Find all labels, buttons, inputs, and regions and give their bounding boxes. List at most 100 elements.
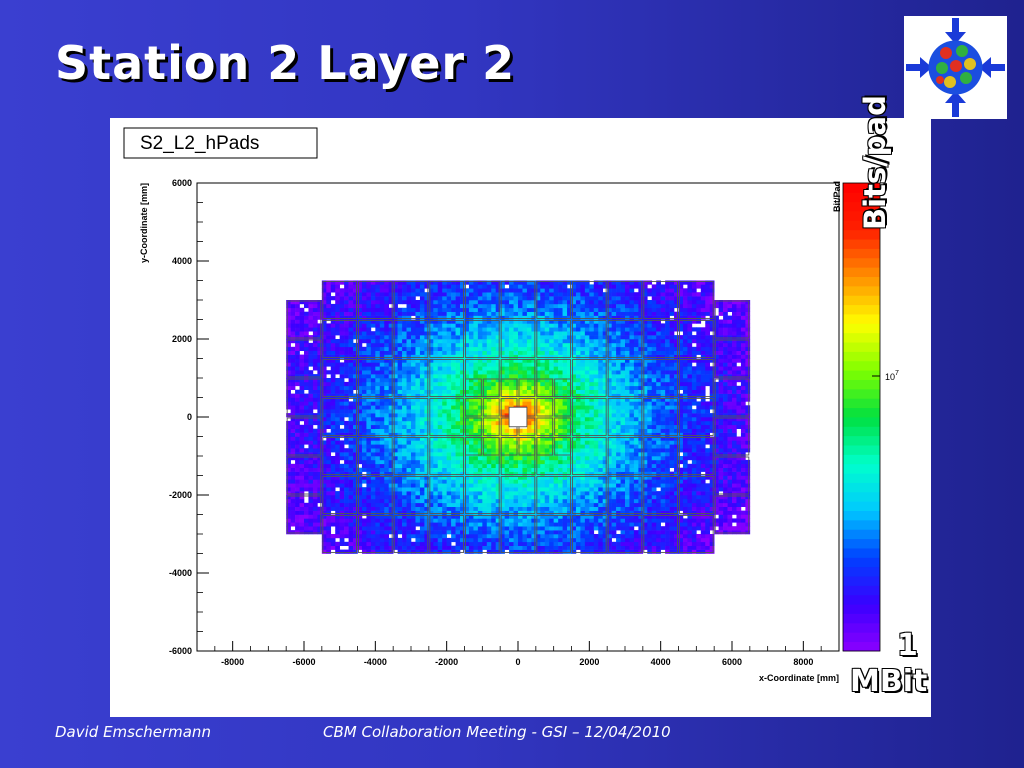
heatmap-cell xyxy=(589,335,595,340)
heatmap-cell xyxy=(464,487,470,492)
heatmap-cell xyxy=(486,311,492,316)
heatmap-cell xyxy=(419,537,425,543)
heatmap-cell xyxy=(366,549,372,554)
heatmap-cell xyxy=(482,522,488,527)
heatmap-cell xyxy=(540,288,546,293)
heatmap-cell xyxy=(495,385,501,390)
heatmap-cell xyxy=(522,463,528,468)
heatmap-cell xyxy=(357,331,363,336)
heatmap-cell xyxy=(567,311,572,316)
heatmap-cell xyxy=(286,342,291,348)
heatmap-cell xyxy=(370,409,376,414)
heatmap-cell xyxy=(544,541,550,546)
heatmap-cell xyxy=(393,424,398,429)
heatmap-cell xyxy=(473,378,479,383)
heatmap-cell xyxy=(589,378,595,383)
heatmap-cell xyxy=(308,374,314,379)
heatmap-cell xyxy=(402,448,407,453)
heatmap-cell xyxy=(575,436,581,441)
heatmap-cell xyxy=(584,385,590,390)
heatmap-cell xyxy=(611,397,617,402)
heatmap-cell xyxy=(526,448,532,453)
heatmap-cell xyxy=(455,483,461,488)
heatmap-cell xyxy=(428,440,434,445)
heatmap-cell xyxy=(388,432,394,437)
heatmap-cell xyxy=(330,436,336,441)
heatmap-cell xyxy=(299,327,305,332)
heatmap-cell xyxy=(388,288,394,293)
heatmap-cell xyxy=(433,530,439,535)
heatmap-cell xyxy=(580,385,586,390)
heatmap-cell xyxy=(290,311,296,316)
heatmap-cell xyxy=(509,487,514,492)
heatmap-cell xyxy=(451,448,456,453)
heatmap-cell xyxy=(602,346,608,351)
heatmap-cell xyxy=(366,452,372,457)
heatmap-cell xyxy=(437,510,443,515)
heatmap-cell xyxy=(393,350,398,355)
heatmap-cell xyxy=(451,463,456,468)
heatmap-cell xyxy=(375,323,381,328)
heatmap-cell xyxy=(477,487,483,492)
heatmap-cell xyxy=(451,506,456,511)
heatmap-cell xyxy=(415,487,421,492)
heatmap-cell xyxy=(509,378,514,383)
heatmap-cell xyxy=(602,487,608,492)
heatmap-cell xyxy=(513,518,519,523)
heatmap-cell xyxy=(602,370,608,375)
heatmap-cell xyxy=(607,549,612,554)
heatmap-cell xyxy=(513,296,519,301)
heatmap-cell xyxy=(357,545,363,550)
heatmap-cell xyxy=(312,448,318,453)
heatmap-cell xyxy=(330,459,336,465)
heatmap-cell xyxy=(397,537,403,543)
heatmap-cell xyxy=(406,292,412,297)
heatmap-cell xyxy=(464,280,470,285)
heatmap-cell xyxy=(598,323,604,328)
heatmap-cell xyxy=(593,436,599,441)
heatmap-cell xyxy=(482,284,488,289)
heatmap-cell xyxy=(330,405,336,410)
heatmap-cell xyxy=(415,448,421,453)
heatmap-cell xyxy=(402,335,407,340)
heatmap-cell xyxy=(415,393,421,398)
heatmap-cell xyxy=(531,541,537,546)
heatmap-cell xyxy=(522,307,528,312)
heatmap-cell xyxy=(495,534,501,539)
heatmap-cell xyxy=(339,502,345,507)
heatmap-cell xyxy=(433,518,439,523)
heatmap-cell xyxy=(509,307,514,312)
heatmap-cell xyxy=(446,545,452,550)
heatmap-cell xyxy=(370,335,376,340)
heatmap-cell xyxy=(379,440,385,445)
heatmap-cell xyxy=(339,409,345,414)
heatmap-cell xyxy=(348,549,354,554)
heatmap-cell xyxy=(361,393,367,398)
heatmap-cell xyxy=(460,420,465,426)
heatmap-cell xyxy=(455,385,461,390)
heatmap-cell xyxy=(540,436,546,441)
heatmap-cell xyxy=(567,487,572,492)
heatmap-cell xyxy=(384,413,390,418)
heatmap-cell xyxy=(393,311,398,316)
heatmap-cell xyxy=(567,506,572,511)
heatmap-cell xyxy=(451,280,456,285)
heatmap-cell xyxy=(486,303,492,309)
heatmap-cell xyxy=(442,506,447,511)
heatmap-cell xyxy=(482,385,488,390)
heatmap-cell xyxy=(286,401,291,406)
heatmap-cell xyxy=(361,444,367,449)
heatmap-cell xyxy=(357,537,363,543)
heatmap-cell xyxy=(540,323,546,328)
heatmap-cell xyxy=(335,448,340,453)
heatmap-cell xyxy=(370,342,376,348)
heatmap-cell xyxy=(402,483,407,488)
heatmap-cell xyxy=(312,300,318,305)
heatmap-cell xyxy=(544,444,550,449)
heatmap-cell xyxy=(531,327,537,332)
heatmap-cell xyxy=(509,374,514,379)
heatmap-cell xyxy=(513,374,519,379)
heatmap-cell xyxy=(575,487,581,492)
heatmap-cell xyxy=(593,448,599,453)
heatmap-cell xyxy=(406,354,412,359)
